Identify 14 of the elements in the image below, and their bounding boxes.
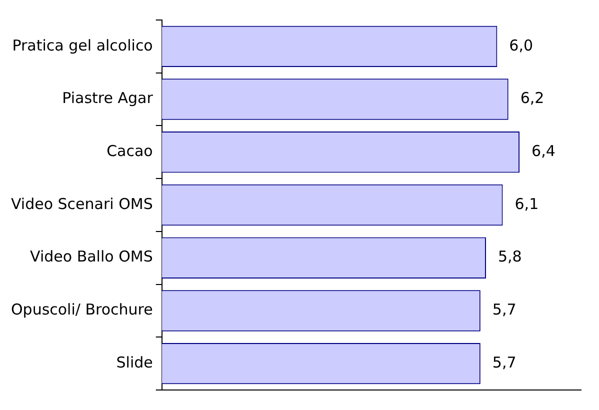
y-tick-label: Video Scenari OMS: [10, 194, 153, 213]
y-tick-label: Cacao: [106, 142, 153, 160]
y-tick-label: Pratica gel alcolico: [12, 36, 153, 54]
data-label: 5,7: [492, 353, 516, 372]
y-tick-label: Opuscoli/ Brochure: [10, 300, 153, 319]
data-label: 6,2: [520, 89, 544, 108]
data-label: 5,7: [492, 300, 516, 319]
data-label: 5,8: [498, 248, 522, 266]
y-tick-label: Piastre Agar: [62, 89, 154, 108]
data-label: 6,4: [532, 142, 556, 160]
y-tick-label: Video Ballo OMS: [30, 248, 153, 266]
y-tick-label: Slide: [116, 353, 153, 372]
data-label: 6,1: [514, 194, 539, 213]
data-label: 6,0: [509, 36, 534, 54]
